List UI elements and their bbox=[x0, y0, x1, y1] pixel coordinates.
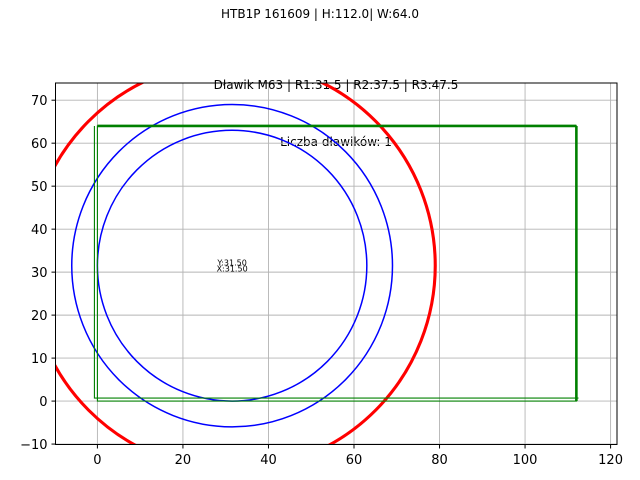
y-tick-label: 30 bbox=[31, 266, 48, 281]
y-tick-label: −10 bbox=[20, 438, 47, 453]
annotation-x-value-label: X:31.50 bbox=[217, 264, 248, 273]
x-tick-label: 120 bbox=[598, 453, 623, 468]
circle-r3 bbox=[55, 83, 437, 445]
axes-spines bbox=[55, 82, 618, 445]
y-tick-label: 40 bbox=[31, 223, 48, 238]
circle-r2 bbox=[71, 103, 394, 428]
plate-outline bbox=[96, 125, 577, 402]
plot-shapes bbox=[55, 83, 579, 445]
figure-suptitle: HTB1P 161609 | H:112.0| W:64.0 bbox=[221, 7, 419, 21]
x-tick-label: 20 bbox=[175, 453, 192, 468]
x-tick-label: 80 bbox=[431, 453, 448, 468]
x-tick-label: 60 bbox=[346, 453, 363, 468]
x-tick-label: 100 bbox=[513, 453, 538, 468]
x-tick-label: 40 bbox=[260, 453, 277, 468]
y-tick-label: 70 bbox=[31, 94, 48, 109]
axes-title-line1: Dławik M63 | R1:31.5 | R2:37.5 | R3:47.5 bbox=[213, 78, 459, 92]
x-tick-label: 0 bbox=[93, 453, 101, 468]
y-tick-label: 50 bbox=[31, 180, 48, 195]
annotation-y-value-label: Y:31.50 bbox=[216, 258, 246, 267]
axes-title: Dławik M63 | R1:31.5 | R2:37.5 | R3:47.5… bbox=[55, 38, 617, 190]
y-tick-label: 0 bbox=[39, 395, 47, 410]
y-tick-label: 60 bbox=[31, 137, 48, 152]
y-tick-label: 10 bbox=[31, 352, 48, 367]
axes-title-line2: Liczba dławików: 1 bbox=[280, 135, 392, 149]
y-tick-label: 20 bbox=[31, 309, 48, 324]
plate-companion-line bbox=[93, 125, 579, 399]
